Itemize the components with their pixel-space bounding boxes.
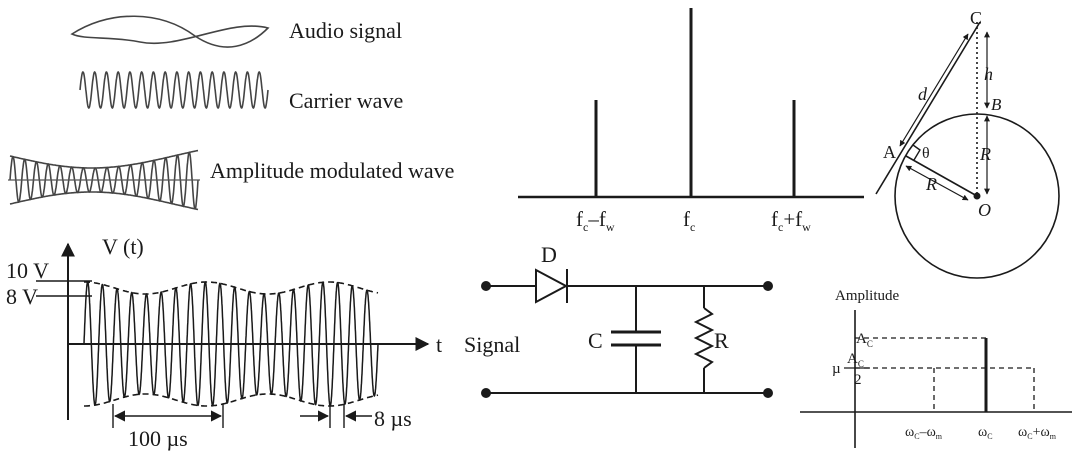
amplitude-spectrum-panel: Amplitude AC µ AC 2 ωC–ωm ωC ωC+ωm: [800, 288, 1072, 448]
vt-envelope-top: [84, 281, 379, 295]
carrier-wave-label: Carrier wave: [289, 88, 403, 113]
radius-diagonal-arrow: [905, 165, 969, 201]
amp-y-label: Amplitude: [835, 288, 900, 304]
diode-symbol: [535, 268, 569, 304]
audio-signal-sketch: [70, 15, 270, 48]
distance-d-arrow: [899, 33, 969, 147]
amp-ac-label: AC: [856, 331, 873, 349]
point-c-label: C: [970, 8, 982, 28]
level-10v-label: 10 V: [6, 258, 49, 283]
vt-envelope-bottom: [84, 393, 379, 407]
diode-label: D: [541, 242, 557, 267]
right-angle-mark: [912, 144, 921, 161]
theta-label: θ: [922, 145, 930, 162]
am-wave-sketch: [9, 151, 199, 210]
center-point-o: [973, 192, 981, 200]
radius-diagonal-label: R: [925, 174, 937, 194]
vt-carrier-wave: [83, 280, 379, 408]
point-o-label: O: [978, 200, 991, 220]
vt-time-label: t: [436, 332, 442, 357]
detector-circuit-panel: D C R Signal: [464, 242, 773, 398]
spectrum-label-lower: fc–fw: [576, 207, 615, 234]
period-label: 100 µs: [128, 426, 188, 451]
carrier-wave-sketch: [79, 71, 269, 109]
omega-center-label: ωC: [978, 425, 993, 441]
spectrum-label-center: fc: [683, 207, 695, 234]
level-8v-label: 8 V: [6, 284, 38, 309]
point-a-label: A: [883, 142, 896, 162]
capacitor-label: C: [588, 328, 603, 353]
carrier-period-label: 8 µs: [374, 406, 412, 431]
am-envelope-top: [9, 149, 199, 169]
omega-upper-label: ωC+ωm: [1018, 425, 1057, 441]
omega-lower-label: ωC–ωm: [905, 425, 943, 441]
point-b-label: B: [991, 95, 1002, 114]
resistor-zigzag: [693, 307, 715, 369]
amp-mu-denominator: 2: [854, 372, 862, 388]
am-envelope-bottom: [9, 191, 199, 211]
input-signal-label: Signal: [464, 332, 520, 357]
frequency-spectrum-panel: fc–fw fc fc+fw: [518, 8, 864, 234]
height-h-label: h: [984, 64, 993, 84]
vt-axis-label: V (t): [102, 234, 144, 259]
vt-waveform-panel: V (t) t 10 V 8 V 100 µs 8 µs: [6, 234, 442, 451]
spectrum-label-upper: fc+fw: [771, 207, 811, 234]
resistor-label: R: [714, 328, 729, 353]
earth-geometry-panel: C A B O d h R R θ: [875, 8, 1060, 279]
amp-mu-prefix: µ: [832, 361, 841, 377]
am-wave-label: Amplitude modulated wave: [210, 158, 454, 183]
radius-oa: [905, 155, 978, 197]
amp-mu-numerator: AC: [847, 351, 864, 369]
radius-vertical-label: R: [979, 144, 991, 164]
wave-sketch-panel: Audio signal Carrier wave Amplitude modu…: [8, 15, 454, 211]
distance-d-label: d: [918, 84, 928, 104]
audio-signal-label: Audio signal: [289, 18, 402, 43]
